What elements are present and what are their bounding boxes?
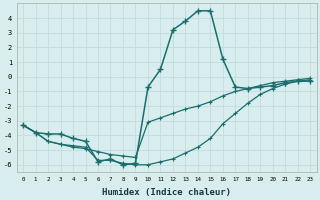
X-axis label: Humidex (Indice chaleur): Humidex (Indice chaleur) bbox=[102, 188, 231, 197]
